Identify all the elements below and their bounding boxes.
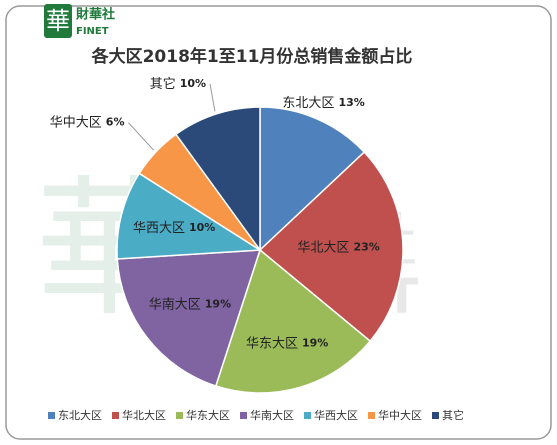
logo-name: 財華社 [75,7,115,23]
data-label: 华中大区 6% [50,115,125,130]
legend-label: 华北大区 [122,408,166,422]
legend-label: 东北大区 [58,408,102,422]
legend-label: 其它 [442,408,464,422]
legend-swatch [176,412,183,419]
data-label: 华南大区 19% [149,296,231,312]
legend-label: 华东大区 [186,408,230,422]
label-category: 东北大区 [282,96,334,111]
label-value: 19% [205,297,231,310]
label-value: 13% [338,96,364,109]
label-category: 其它 [150,76,176,92]
pie-slice [258,151,404,343]
legend-swatch [304,412,311,419]
legend-swatch [48,412,55,419]
data-label: 东北大区 13% [282,96,364,111]
logo-sub: FINET [76,26,109,37]
label-value: 23% [353,241,379,254]
logo-box [44,4,72,38]
data-label: 华东大区 19% [246,336,328,351]
pie-slice [259,106,366,252]
data-label: 华西大区 10% [133,220,215,235]
legend-swatch [432,412,439,419]
legend-swatch [240,412,247,419]
legend-label: 华中大区 [378,408,422,422]
pie-slice [116,172,263,260]
data-label: 华北大区 23% [297,240,379,255]
legend-swatch [112,412,119,419]
label-value: 10% [180,77,206,90]
legend-label: 华南大区 [250,408,294,422]
label-value: 10% [189,221,215,234]
pie-slice [116,249,262,387]
chart-title: 各大区2018年1至11月份总销售金额占比 [91,46,413,67]
label-value: 19% [302,336,328,349]
label-category: 华东大区 [246,336,298,351]
label-category: 华西大区 [133,220,185,235]
data-label: 其它 10% [150,76,206,92]
label-category: 华北大区 [297,240,349,255]
label-category: 华中大区 [50,115,102,130]
label-category: 华南大区 [149,296,201,312]
leader-line [209,83,216,112]
legend-swatch [368,412,375,419]
logo-mark: 華 [46,7,70,35]
label-value: 6% [106,116,125,129]
pie-slice [214,248,372,394]
legend-label: 华西大区 [314,408,358,422]
leader-line [128,122,155,151]
pie-slice [174,106,261,253]
